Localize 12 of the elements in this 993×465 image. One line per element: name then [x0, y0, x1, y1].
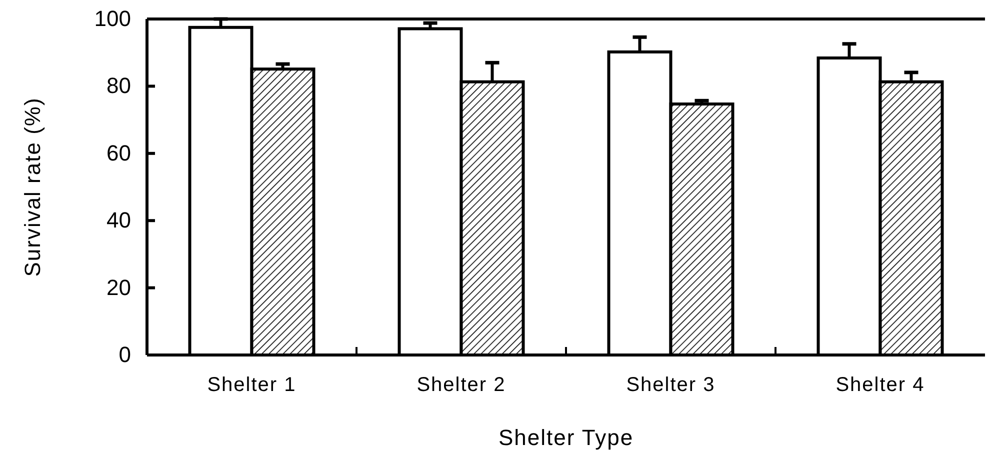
x-tick-label: Shelter 4: [836, 374, 925, 396]
y-tick-label: 20: [106, 274, 131, 300]
x-tick-label: Shelter 3: [626, 374, 716, 396]
y-tick-label: 100: [94, 6, 131, 32]
y-tick-label: 60: [106, 140, 131, 166]
y-axis-title: Survival rate (%): [20, 97, 45, 277]
y-tick-label: 0: [118, 342, 131, 368]
x-tick-label: Shelter 2: [416, 374, 506, 396]
y-tick-label: 40: [106, 208, 131, 233]
x-tick-label: Shelter 1: [207, 374, 296, 396]
x-axis-title: Shelter Type: [498, 425, 634, 450]
y-tick-label: 80: [106, 73, 131, 98]
